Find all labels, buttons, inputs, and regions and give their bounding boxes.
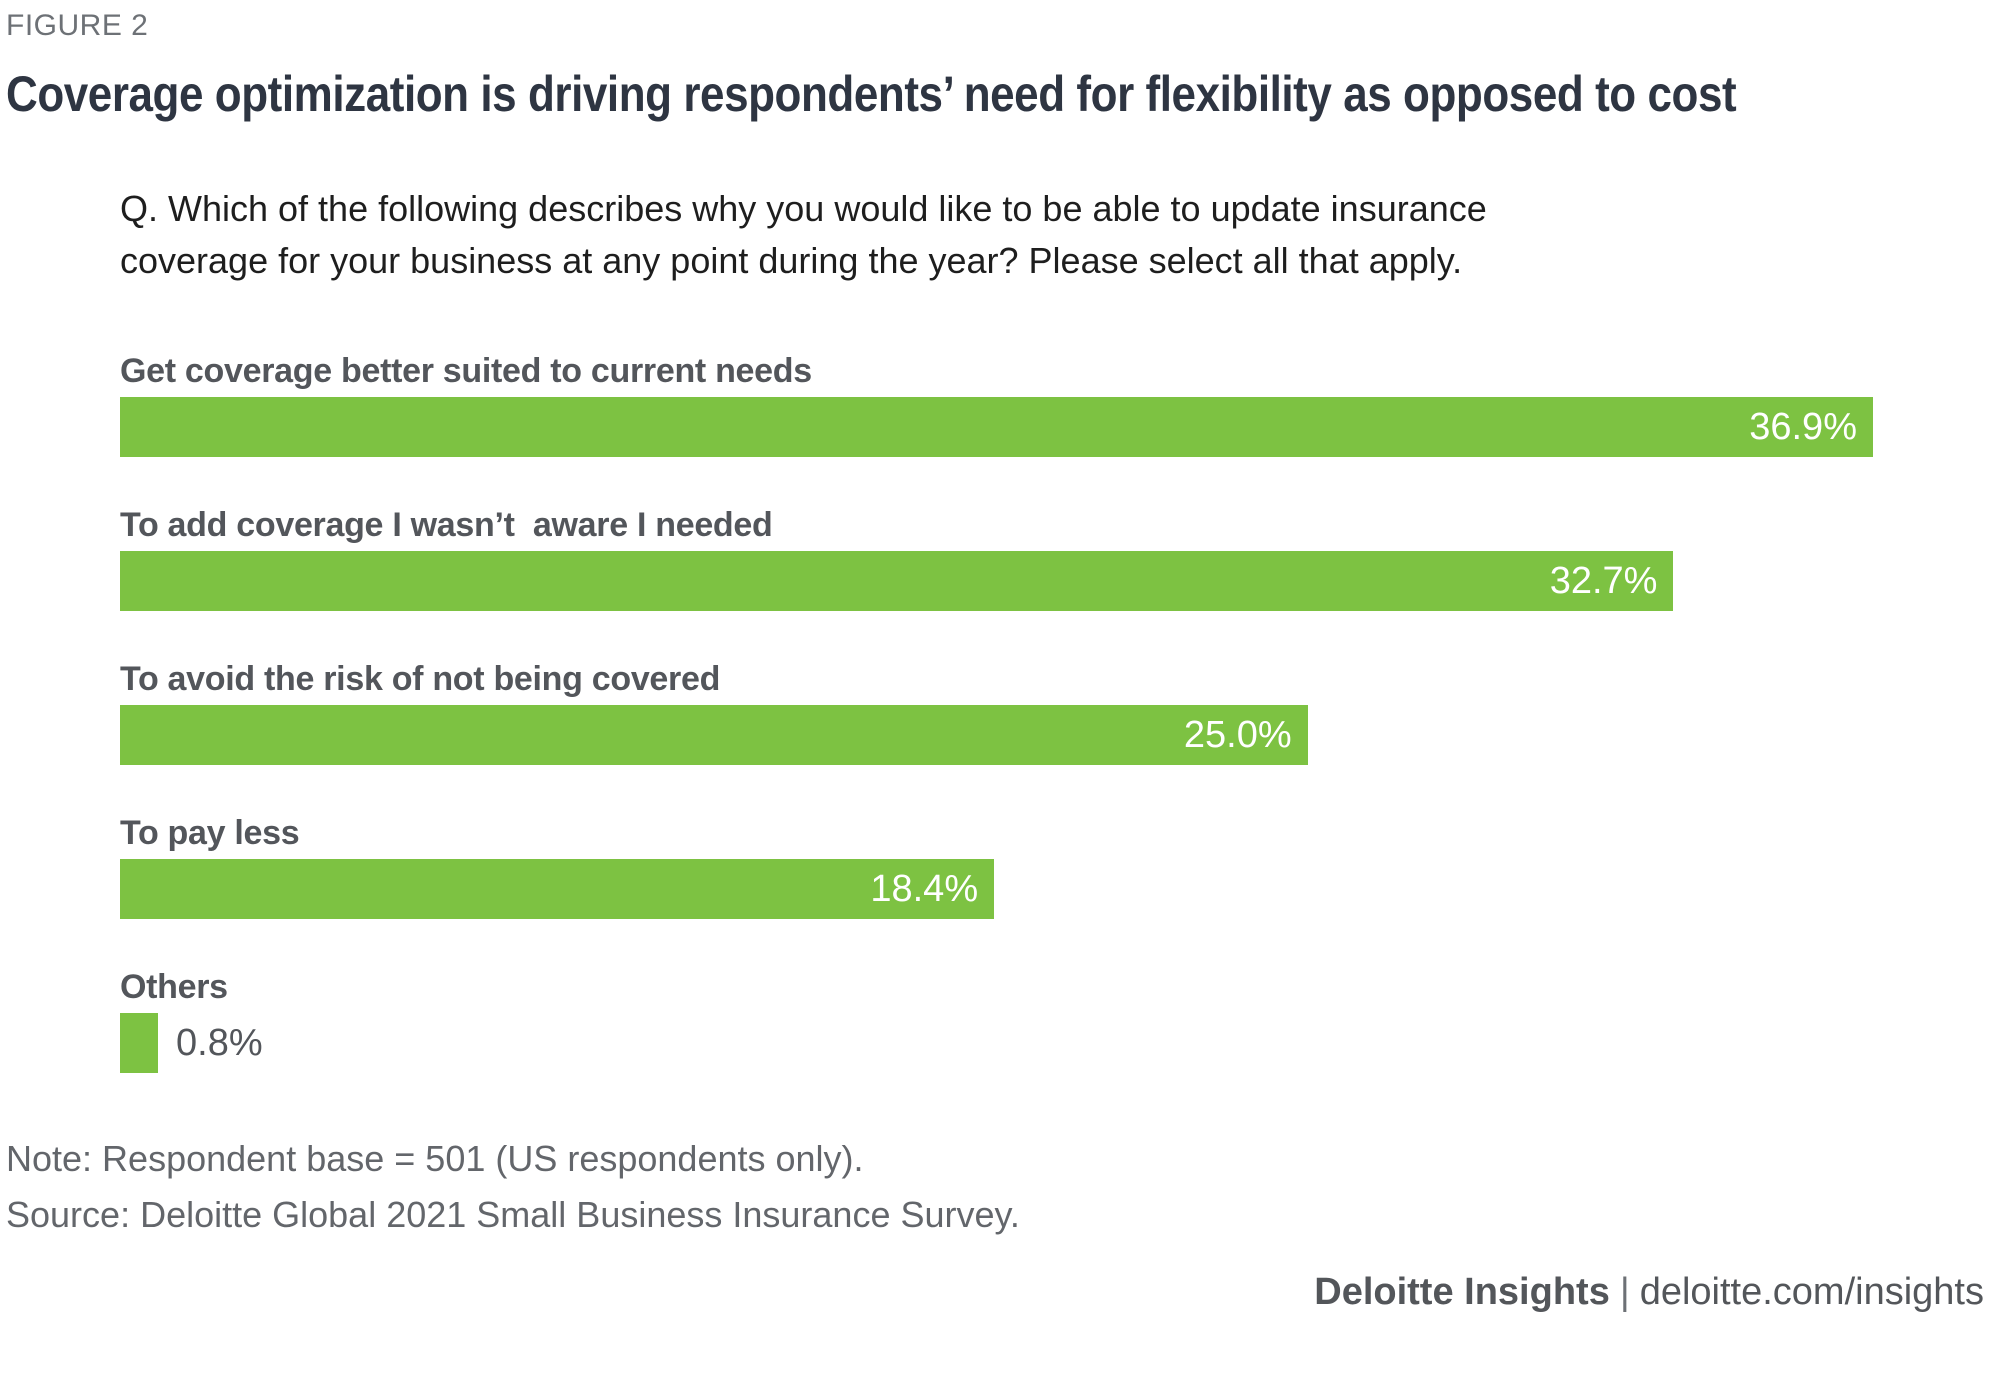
survey-question: Q. Which of the following describes why … bbox=[120, 188, 1487, 281]
note-text: Note: Respondent base = 501 (US responde… bbox=[6, 1138, 864, 1179]
bar-track: 25.0% bbox=[120, 705, 1987, 765]
bar-row: To avoid the risk of not being covered 2… bbox=[120, 661, 1986, 765]
deloitte-insights-brand: Deloitte Insights bbox=[1314, 1271, 1610, 1313]
bar-track: 36.9% bbox=[120, 397, 1987, 457]
bar-track: 18.4% bbox=[120, 859, 1987, 919]
bar: 36.9% bbox=[120, 397, 1873, 457]
bar bbox=[120, 1013, 158, 1073]
chart-title: Coverage optimization is driving respond… bbox=[6, 66, 1737, 122]
footer-attribution: Deloitte Insights | deloitte.com/insights bbox=[1314, 1271, 1984, 1314]
bar-track: 0.8% bbox=[120, 1013, 1987, 1073]
figure-label: FIGURE 2 bbox=[6, 9, 149, 42]
bar-value-label-outside: 0.8% bbox=[176, 1021, 263, 1064]
bar-chart: Get coverage better suited to current ne… bbox=[120, 353, 1986, 1073]
bar-value-label: 18.4% bbox=[870, 867, 979, 910]
footer-separator: | bbox=[1619, 1271, 1630, 1313]
bar-label: To avoid the risk of not being covered bbox=[120, 660, 721, 698]
deloitte-insights-link: deloitte.com/insights bbox=[1639, 1271, 1984, 1313]
bar-value-label: 32.7% bbox=[1549, 559, 1658, 602]
bar: 32.7% bbox=[120, 551, 1674, 611]
bar-label: Get coverage better suited to current ne… bbox=[120, 352, 812, 390]
bar-row: To add coverage I wasn’t aware I needed … bbox=[120, 507, 1986, 611]
bar-rows: Get coverage better suited to current ne… bbox=[120, 353, 1986, 1073]
source-text: Source: Deloitte Global 2021 Small Busin… bbox=[6, 1194, 1020, 1235]
bar-row: Others 0.8% bbox=[120, 969, 1986, 1073]
bar-value-label: 36.9% bbox=[1749, 405, 1857, 448]
bar-row: To pay less 18.4% bbox=[120, 815, 1986, 919]
bar: 25.0% bbox=[120, 705, 1308, 765]
bar-label: To add coverage I wasn’t aware I needed bbox=[120, 506, 773, 544]
bar-value-label: 25.0% bbox=[1183, 713, 1292, 756]
footnotes: Note: Respondent base = 501 (US responde… bbox=[6, 1137, 1986, 1237]
bar-row: Get coverage better suited to current ne… bbox=[120, 353, 1986, 457]
bar-label: To pay less bbox=[120, 814, 300, 852]
bar: 18.4% bbox=[120, 859, 995, 919]
bar-label: Others bbox=[120, 968, 228, 1006]
bar-track: 32.7% bbox=[120, 551, 1987, 611]
